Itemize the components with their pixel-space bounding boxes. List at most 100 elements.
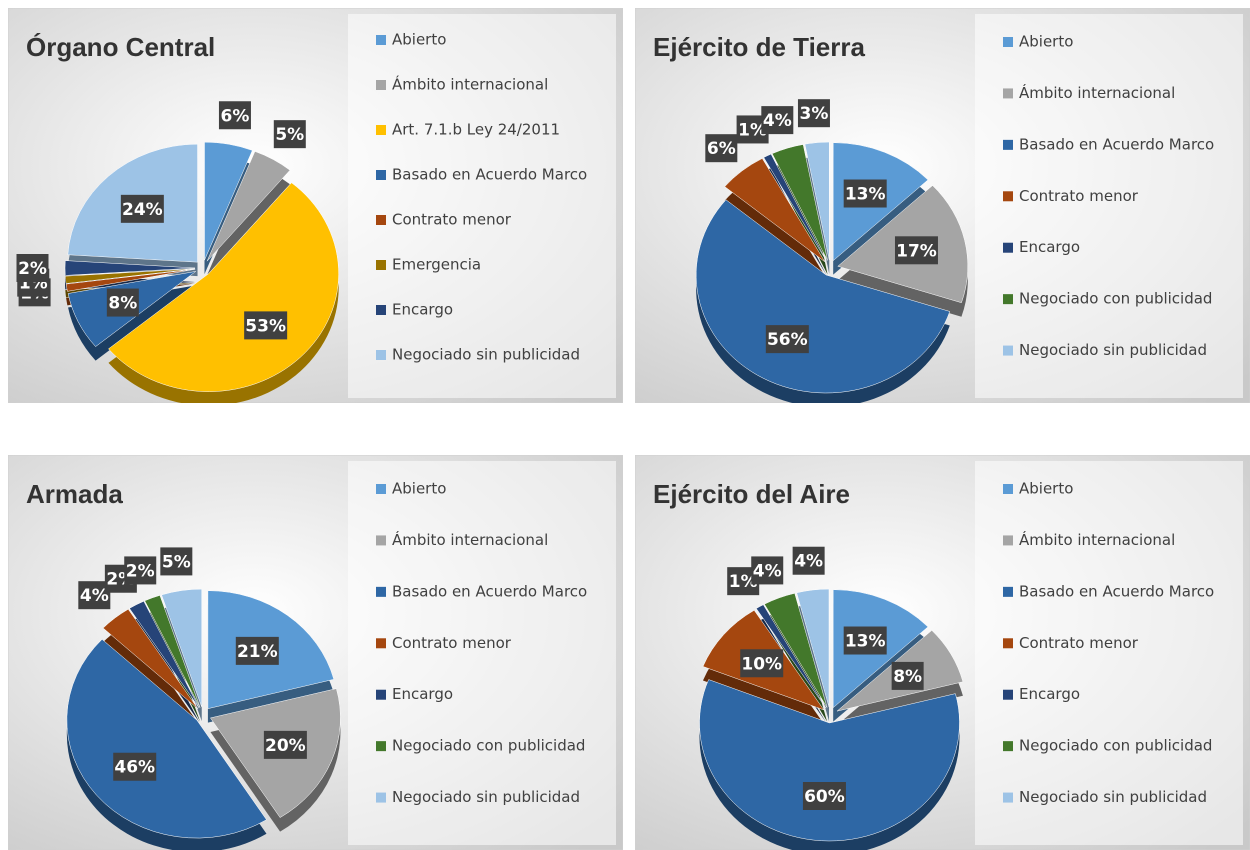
legend-bg bbox=[348, 461, 616, 845]
legend-label: Negociado con publicidad bbox=[392, 737, 585, 755]
legend-label: Ámbito internacional bbox=[1019, 530, 1175, 549]
legend-label: Abierto bbox=[1019, 480, 1073, 498]
legend-swatch bbox=[376, 350, 386, 360]
data-label: 3% bbox=[800, 104, 829, 124]
data-labels: 13%8%60%10%1%4% 4% bbox=[727, 546, 924, 810]
data-label: 20% bbox=[265, 736, 306, 756]
legend-swatch bbox=[1003, 741, 1013, 752]
data-label-box bbox=[120, 194, 164, 223]
legend-swatch bbox=[376, 586, 386, 597]
legend-swatch bbox=[1003, 88, 1013, 99]
legend-label: Basado en Acuerdo Marco bbox=[1019, 582, 1214, 600]
legend-swatch bbox=[1003, 689, 1013, 700]
chart: Órgano Central6%5%53%8%1%1%2%24%AbiertoÁ… bbox=[8, 8, 623, 403]
data-label-box bbox=[106, 288, 139, 317]
legend-bg bbox=[975, 14, 1243, 398]
chart-title: Armada bbox=[26, 479, 123, 509]
data-label: 60% bbox=[804, 787, 845, 807]
slice bbox=[204, 141, 253, 261]
data-label: 4% bbox=[753, 561, 782, 581]
data-label: 17% bbox=[896, 241, 937, 261]
data-label-box bbox=[891, 661, 924, 690]
legend-swatch bbox=[1003, 535, 1013, 546]
legend-label: Basado en Acuerdo Marco bbox=[1019, 135, 1214, 153]
legend-label: Negociado sin publicidad bbox=[392, 788, 580, 806]
chart-title: Órgano Central bbox=[26, 32, 215, 62]
legend-label: Abierto bbox=[392, 31, 446, 49]
data-label-box bbox=[740, 649, 784, 678]
legend-bg bbox=[975, 461, 1243, 845]
legend-label: Art. 7.1.b Ley 24/2011 bbox=[392, 121, 560, 139]
legend-label: Emergencia bbox=[392, 256, 481, 274]
data-label: 13% bbox=[845, 185, 886, 205]
legend-swatch bbox=[1003, 484, 1013, 494]
data-label-box bbox=[765, 325, 809, 354]
slice bbox=[724, 158, 826, 263]
legend-swatch bbox=[376, 638, 386, 649]
data-label-box bbox=[16, 254, 49, 282]
data-label: 5% bbox=[162, 552, 191, 572]
legend-label: Basado en Acuerdo Marco bbox=[392, 166, 587, 184]
legend-label: Encargo bbox=[392, 301, 453, 319]
data-label-box bbox=[244, 311, 288, 340]
data-label-box bbox=[843, 179, 887, 208]
legend-label: Encargo bbox=[392, 685, 453, 703]
data-label-box bbox=[705, 134, 738, 163]
legend-swatch bbox=[376, 792, 386, 803]
chart: Ejército de Tierra 13% 17% 56% 6%1%4% 3% Abier… bbox=[635, 8, 1250, 403]
slice bbox=[129, 600, 200, 709]
legend-swatch bbox=[376, 35, 386, 45]
data-label-box bbox=[235, 636, 279, 665]
slice bbox=[66, 638, 267, 839]
data-label: 1% bbox=[729, 572, 758, 592]
legend-swatch bbox=[1003, 294, 1013, 305]
slice bbox=[755, 604, 827, 709]
legend-label: Negociado sin publicidad bbox=[392, 346, 580, 364]
slice bbox=[796, 588, 830, 708]
data-label: 21% bbox=[237, 642, 278, 662]
data-label: 8% bbox=[893, 667, 922, 687]
legend-swatch bbox=[1003, 586, 1013, 597]
data-label: 5% bbox=[275, 125, 304, 145]
legend-swatch bbox=[1003, 191, 1013, 202]
legend-label: Contrato menor bbox=[1019, 187, 1139, 205]
slice bbox=[771, 144, 828, 261]
legend-swatch bbox=[1003, 242, 1013, 253]
legend-swatch bbox=[376, 741, 386, 752]
data-label: 2% bbox=[126, 561, 155, 581]
data-label: 53% bbox=[245, 316, 286, 336]
data-label: 13% bbox=[845, 632, 886, 652]
legend-swatch bbox=[376, 260, 386, 270]
legend-label: Contrato menor bbox=[1019, 634, 1139, 652]
data-label: 56% bbox=[767, 330, 808, 350]
data-label: 2% bbox=[18, 259, 47, 279]
data-labels: 13% 17% 56% 6%1%4% 3% bbox=[705, 99, 938, 354]
legend-swatch bbox=[376, 80, 386, 90]
data-label: 1% bbox=[738, 120, 767, 140]
chart-title: Ejército de Tierra bbox=[653, 32, 865, 62]
legend-label: Ámbito internacional bbox=[392, 75, 548, 94]
legend-label: Basado en Acuerdo Marco bbox=[392, 582, 587, 600]
data-label-box bbox=[797, 99, 830, 128]
legend-swatch bbox=[1003, 139, 1013, 150]
legend-label: Negociado con publicidad bbox=[1019, 737, 1212, 755]
data-label: 24% bbox=[122, 200, 163, 220]
slice bbox=[108, 182, 339, 392]
slice bbox=[65, 269, 196, 292]
data-label-box bbox=[124, 556, 157, 585]
legend-label: Ámbito internacional bbox=[392, 530, 548, 549]
data-label: 4% bbox=[794, 552, 823, 572]
data-label: 6% bbox=[707, 139, 736, 159]
data-label-box bbox=[113, 752, 157, 781]
legend-label: Negociado sin publicidad bbox=[1019, 341, 1207, 359]
slice bbox=[64, 260, 196, 276]
legend-swatch bbox=[376, 170, 386, 180]
legend-label: Encargo bbox=[1019, 238, 1080, 256]
data-label: 46% bbox=[114, 758, 155, 778]
legend-label: Contrato menor bbox=[392, 211, 512, 229]
legend-label: Abierto bbox=[392, 480, 446, 498]
slice bbox=[699, 679, 960, 842]
legend-swatch bbox=[1003, 37, 1013, 47]
